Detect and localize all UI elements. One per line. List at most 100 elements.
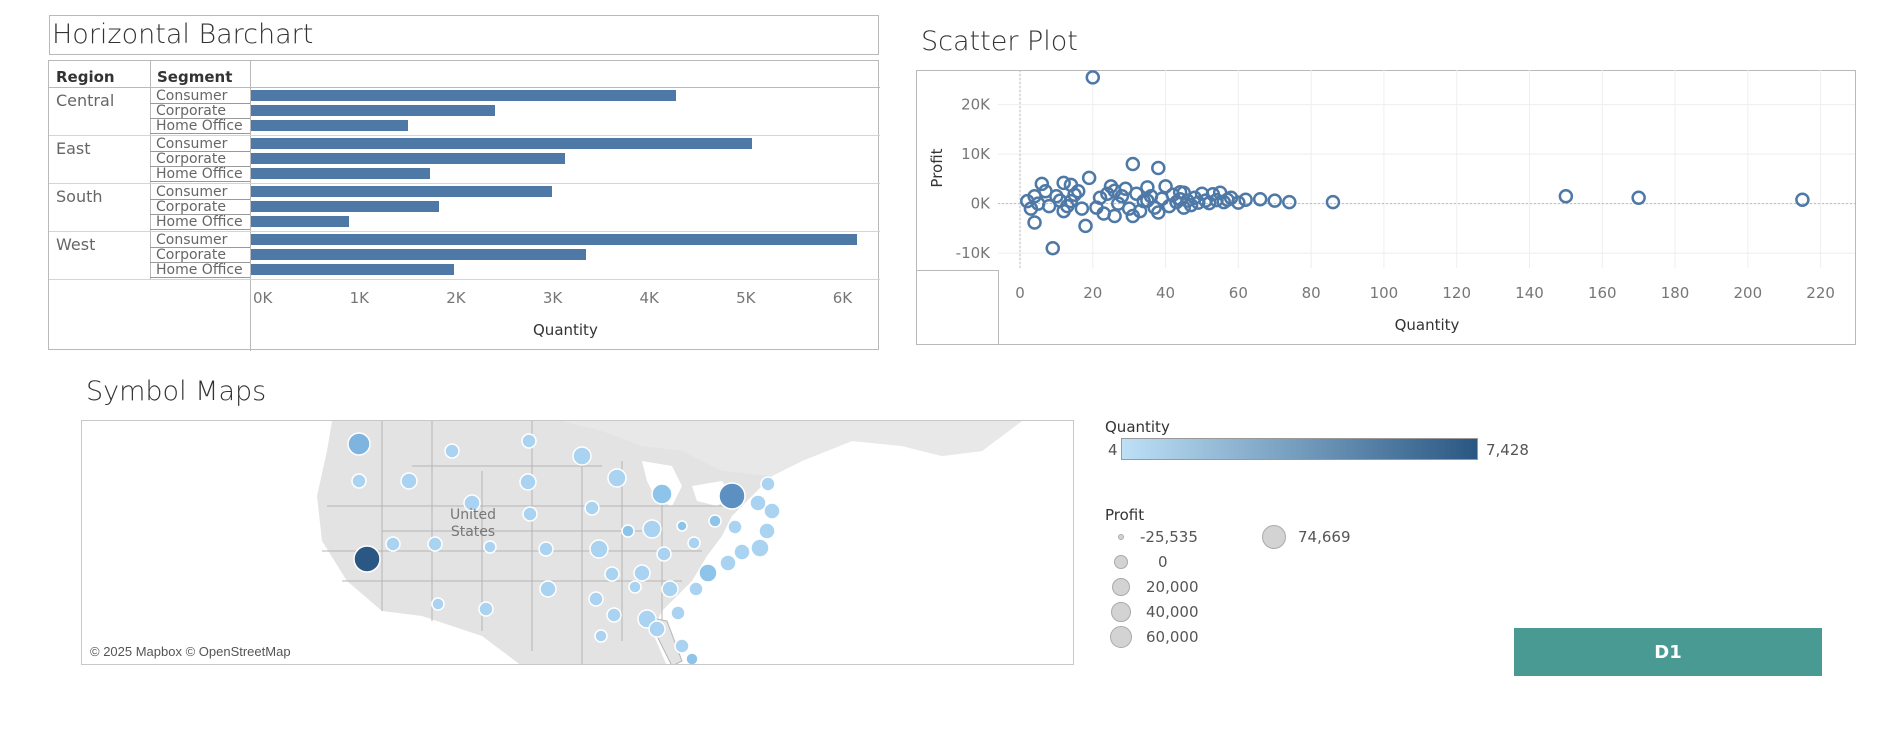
map-symbol[interactable] (607, 468, 627, 488)
x-tick-label: 160 (1588, 284, 1617, 302)
map-symbol[interactable] (750, 538, 770, 558)
map-symbol[interactable] (584, 500, 600, 516)
map-symbol[interactable] (604, 566, 620, 582)
map-symbol[interactable] (656, 546, 672, 562)
segment-underline (150, 103, 250, 104)
scatter-point (1558, 188, 1574, 204)
segment-label: Corporate (156, 199, 226, 215)
d1-button[interactable]: D1 (1514, 628, 1822, 676)
region-header: Region (56, 68, 115, 86)
x-tick-label: 20 (1083, 284, 1102, 302)
map-symbol[interactable] (431, 597, 445, 611)
map-symbol[interactable] (763, 502, 781, 520)
scatter-point (1089, 200, 1104, 215)
map-symbol[interactable] (519, 473, 537, 491)
map-symbol[interactable] (594, 629, 608, 643)
map-land (317, 421, 1022, 664)
map-symbol[interactable] (628, 580, 642, 594)
map-symbol[interactable] (589, 539, 609, 559)
map-symbol[interactable] (661, 580, 679, 598)
map-symbol[interactable] (539, 580, 557, 598)
map-symbol[interactable] (353, 545, 381, 573)
profit-size-label: 74,669 (1298, 528, 1351, 546)
map-symbol[interactable] (687, 536, 701, 550)
scatter-point (1252, 191, 1268, 207)
map-symbol[interactable] (642, 519, 662, 539)
bar (251, 249, 587, 260)
region-divider (49, 135, 880, 136)
map-symbol[interactable] (400, 472, 418, 490)
map-symbol[interactable] (522, 506, 538, 522)
map-symbol[interactable] (385, 536, 401, 552)
map-symbol[interactable] (463, 494, 481, 512)
map-symbol[interactable] (347, 432, 371, 456)
bar (251, 264, 454, 275)
map-symbol[interactable] (351, 473, 367, 489)
region-label: Central (56, 91, 115, 110)
map-canvas[interactable] (82, 421, 1074, 665)
y-axis-title: Profit (928, 148, 946, 187)
y-tick-label: 0K (971, 195, 992, 213)
map-symbol[interactable] (676, 520, 688, 532)
map-symbol[interactable] (538, 541, 554, 557)
map-symbol[interactable] (483, 540, 497, 554)
x-tick-label: 40 (1156, 284, 1175, 302)
x-tick-label: 0 (1015, 284, 1025, 302)
scatter-point (1081, 170, 1097, 186)
scatter-point (1151, 160, 1166, 176)
header-divider (49, 87, 880, 88)
scatter-point (1125, 156, 1141, 172)
map-symbol[interactable] (685, 652, 699, 665)
profit-size-swatch (1118, 534, 1124, 540)
segment-underline (150, 277, 250, 278)
segment-label: Home Office (156, 166, 243, 182)
map-symbol[interactable] (572, 446, 592, 466)
map-symbol[interactable] (708, 514, 722, 528)
symbol-map[interactable]: United States (81, 420, 1074, 665)
region-label: East (56, 139, 91, 158)
segment-label: Corporate (156, 103, 226, 119)
map-symbol[interactable] (427, 536, 443, 552)
map-symbol[interactable] (733, 543, 751, 561)
segment-label: Home Office (156, 214, 243, 230)
map-symbol[interactable] (698, 563, 718, 583)
map-symbol[interactable] (633, 564, 651, 582)
segment-underline (150, 262, 250, 263)
map-symbol[interactable] (718, 482, 746, 510)
map-symbol[interactable] (670, 605, 686, 621)
map-symbol[interactable] (651, 483, 673, 505)
scatter-point (1027, 215, 1042, 230)
x-tick-label: 60 (1229, 284, 1248, 302)
map-symbol[interactable] (688, 581, 704, 597)
bar (251, 120, 408, 131)
map-symbol[interactable] (588, 591, 604, 607)
segment-label: Consumer (156, 136, 228, 152)
map-symbol[interactable] (719, 554, 737, 572)
barchart-frame: Region Segment Central Consumer Corporate H… (48, 60, 880, 351)
scatter-point (1107, 183, 1122, 199)
map-symbol[interactable] (674, 638, 690, 654)
x-axis-title: Quantity (533, 321, 598, 339)
map-symbol[interactable] (749, 494, 767, 512)
profit-size-swatch (1110, 626, 1132, 648)
map-symbol[interactable] (478, 601, 494, 617)
segment-underline (150, 181, 250, 182)
region-label: South (56, 187, 103, 206)
map-symbol[interactable] (727, 519, 743, 535)
map-symbol[interactable] (621, 524, 635, 538)
map-symbol[interactable] (444, 443, 460, 459)
segment-underline (150, 214, 250, 215)
scatter-point (1038, 184, 1053, 199)
map-symbol[interactable] (758, 522, 776, 540)
map-symbol[interactable] (606, 607, 622, 623)
map-symbol[interactable] (760, 476, 776, 492)
region-divider (49, 279, 880, 280)
segment-label: Corporate (156, 151, 226, 167)
x-tick-label: 140 (1515, 284, 1544, 302)
segment-underline (150, 199, 250, 200)
map-symbol[interactable] (648, 620, 666, 638)
scatter-point (1121, 201, 1137, 216)
scatter-point (1158, 179, 1173, 194)
scatter-point (1125, 208, 1141, 224)
map-symbol[interactable] (521, 433, 537, 449)
